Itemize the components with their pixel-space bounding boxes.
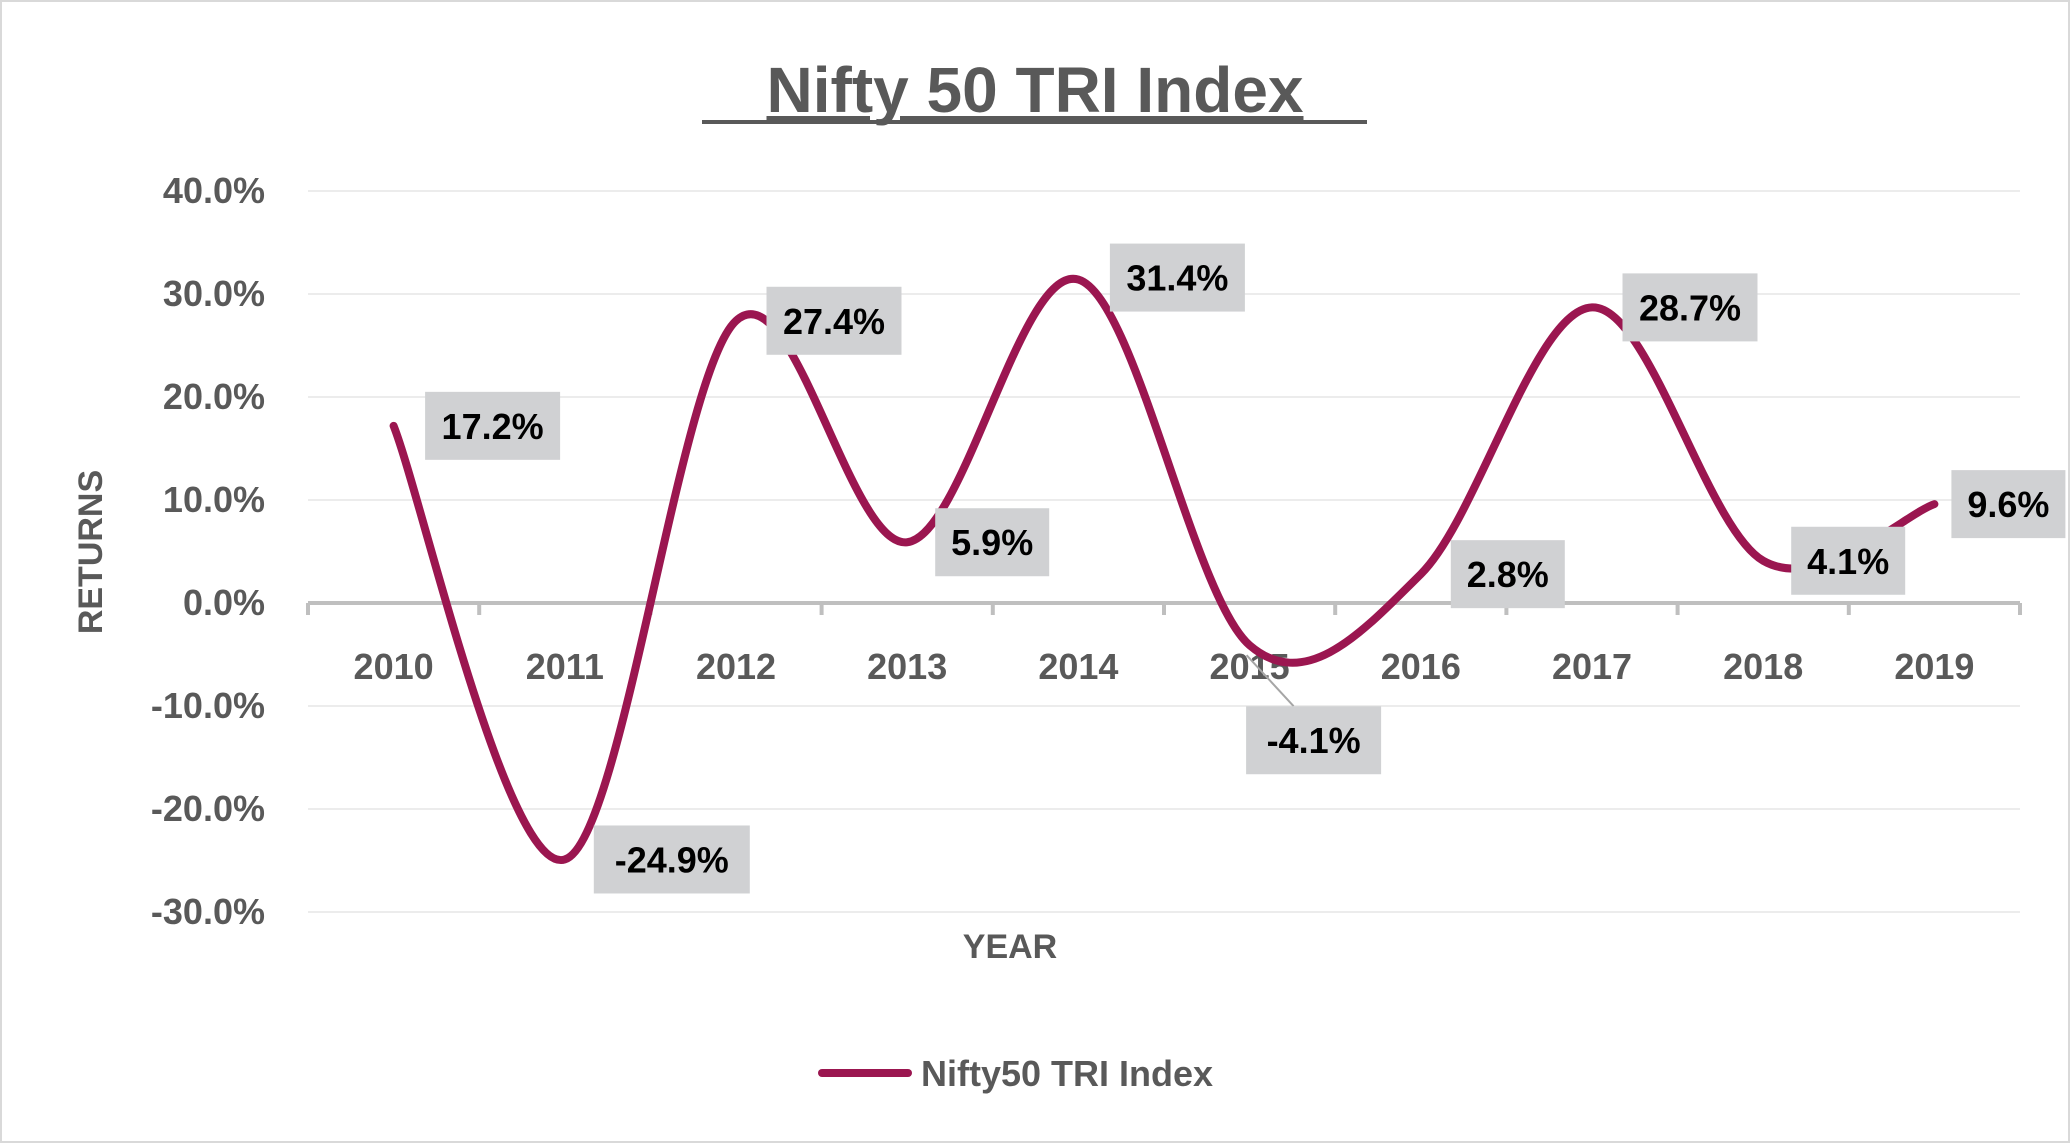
y-tick-label: -30.0% [151,891,265,932]
x-tick-label: 2015 [1210,646,1290,687]
data-label-box [1622,273,1758,342]
y-tick-label: -20.0% [151,788,265,829]
x-tick-label: 2017 [1552,646,1632,687]
data-label-box [766,286,902,355]
data-label-box [593,825,750,894]
data-label: 2.8% [1467,554,1549,595]
y-tick-label: 0.0% [183,582,265,623]
y-axis-title: RETURNS [72,470,110,634]
x-tick-label: 2019 [1894,646,1974,687]
x-tick-label: 2010 [354,646,434,687]
data-label: 4.1% [1807,541,1889,582]
data-label: 28.7% [1639,287,1741,328]
data-label-box [1951,470,2066,539]
data-label-leader [1245,654,1295,707]
x-tick-label: 2012 [696,646,776,687]
y-tick-label: 30.0% [163,273,265,314]
data-label: 9.6% [1967,484,2049,525]
data-label: 17.2% [442,406,544,447]
data-label: -24.9% [615,839,729,880]
x-tick-label: 2014 [1038,646,1118,687]
chart-title: Nifty 50 TRI Index [767,54,1304,126]
data-label-box [935,508,1050,577]
y-tick-label: 20.0% [163,376,265,417]
data-label: 27.4% [783,301,885,342]
data-label-box [1109,243,1245,312]
x-tick-label: 2018 [1723,646,1803,687]
y-tick-label: 10.0% [163,479,265,520]
data-label-box [1450,540,1565,609]
legend: Nifty50 TRI Index [818,1053,1213,1094]
data-label-box [425,391,561,460]
data-label: 5.9% [951,522,1033,563]
x-tick-label: 2013 [867,646,947,687]
data-label-box [1791,526,1906,595]
x-axis-title: YEAR [963,928,1057,966]
y-tick-label: 40.0% [163,170,265,211]
y-tick-label: -10.0% [151,685,265,726]
x-tick-label: 2011 [526,646,604,687]
data-label: 31.4% [1126,258,1228,299]
data-label: -4.1% [1267,720,1361,761]
x-tick-label: 2016 [1381,646,1461,687]
data-label-box [1246,706,1382,775]
legend-label: Nifty50 TRI Index [921,1053,1213,1094]
